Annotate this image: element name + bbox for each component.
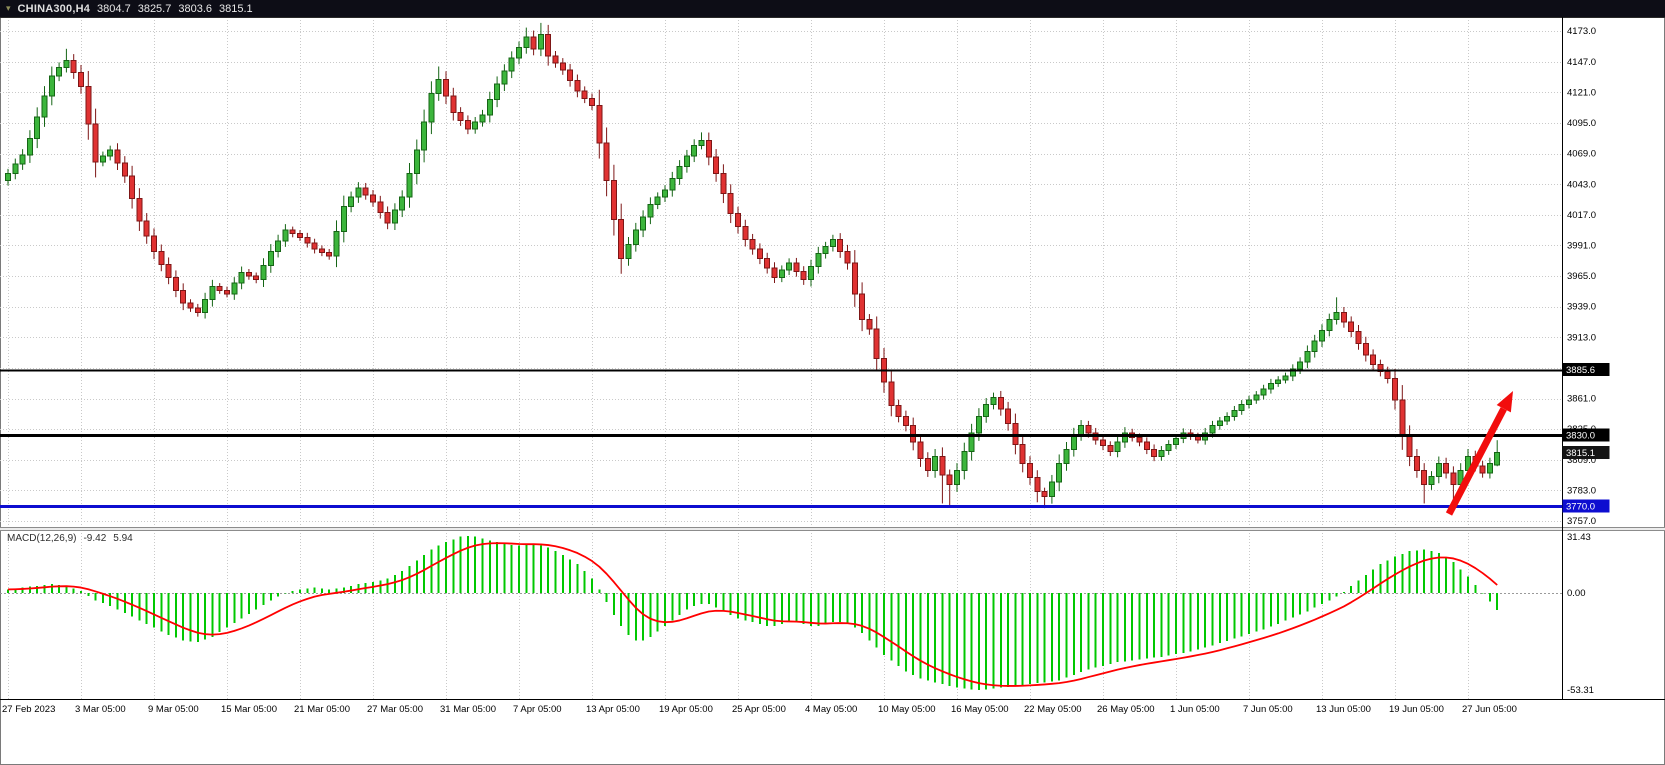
svg-text:27 Mar 05:00: 27 Mar 05:00 — [367, 704, 423, 715]
time-axis[interactable]: 27 Feb 2023 3 Mar 05:00 9 Mar 05:00 15 Mar … — [2, 704, 1517, 715]
svg-text:3830.0: 3830.0 — [1566, 431, 1595, 442]
chart-frame — [0, 17, 1665, 700]
bullish-arrow-annotation[interactable] — [1445, 391, 1513, 516]
svg-text:4173.0: 4173.0 — [1567, 26, 1596, 37]
horizontal-level-lines[interactable] — [0, 369, 1562, 508]
svg-text:26 May 05:00: 26 May 05:00 — [1097, 704, 1155, 715]
svg-text:19 Jun 05:00: 19 Jun 05:00 — [1389, 704, 1444, 715]
svg-text:4043.0: 4043.0 — [1567, 179, 1596, 190]
svg-text:16 May 05:00: 16 May 05:00 — [951, 704, 1009, 715]
ohlc-open-value: 3804.7 — [97, 2, 131, 15]
svg-text:4121.0: 4121.0 — [1567, 87, 1596, 98]
svg-text:4069.0: 4069.0 — [1567, 149, 1596, 160]
svg-text:7 Jun 05:00: 7 Jun 05:00 — [1243, 704, 1293, 715]
svg-text:3861.0: 3861.0 — [1567, 394, 1596, 405]
svg-text:9 Mar 05:00: 9 Mar 05:00 — [148, 704, 199, 715]
svg-text:3885.6: 3885.6 — [1566, 365, 1595, 376]
price-tags: 3885.6 3830.0 3770.0 3815.1 — [1562, 363, 1610, 513]
chart-title-bar[interactable]: ▾ CHINA300,H4 3804.7 3825.7 3803.6 3815.… — [0, 0, 1665, 17]
svg-text:19 Apr 05:00: 19 Apr 05:00 — [659, 704, 713, 715]
ohlc-low-value: 3803.6 — [178, 2, 213, 15]
ohlc-high-value: 3825.7 — [137, 2, 172, 15]
macd-main-value: -9.42 — [83, 533, 107, 544]
macd-pane[interactable] — [7, 535, 1499, 691]
ohlc-close-value: 3815.1 — [219, 2, 253, 15]
svg-text:3991.0: 3991.0 — [1567, 240, 1596, 251]
svg-text:-53.31: -53.31 — [1567, 685, 1594, 696]
svg-text:3783.0: 3783.0 — [1567, 485, 1596, 496]
svg-text:31.43: 31.43 — [1567, 532, 1591, 543]
svg-text:15 Mar 05:00: 15 Mar 05:00 — [221, 704, 277, 715]
svg-text:13 Jun 05:00: 13 Jun 05:00 — [1316, 704, 1371, 715]
svg-text:3757.0: 3757.0 — [1567, 516, 1596, 527]
svg-text:7 Apr 05:00: 7 Apr 05:00 — [513, 704, 562, 715]
svg-text:13 Apr 05:00: 13 Apr 05:00 — [586, 704, 640, 715]
svg-text:3770.0: 3770.0 — [1566, 501, 1595, 512]
chart-symbol-icon: ▾ — [6, 3, 11, 13]
svg-text:3 Mar 05:00: 3 Mar 05:00 — [75, 704, 126, 715]
svg-text:25 Apr 05:00: 25 Apr 05:00 — [732, 704, 786, 715]
svg-text:27 Feb 2023: 27 Feb 2023 — [2, 704, 55, 715]
svg-text:21 Mar 05:00: 21 Mar 05:00 — [294, 704, 350, 715]
svg-text:4147.0: 4147.0 — [1567, 57, 1596, 68]
macd-signal-value: 5.94 — [113, 533, 133, 544]
svg-text:0.00: 0.00 — [1567, 588, 1586, 599]
svg-text:31 Mar 05:00: 31 Mar 05:00 — [440, 704, 496, 715]
svg-text:3939.0: 3939.0 — [1567, 302, 1596, 313]
macd-indicator-label: MACD(12,26,9) -9.42 5.94 — [7, 533, 133, 544]
svg-text:3913.0: 3913.0 — [1567, 332, 1596, 343]
macd-name: MACD(12,26,9) — [7, 533, 77, 544]
svg-text:4017.0: 4017.0 — [1567, 210, 1596, 221]
svg-text:1 Jun 05:00: 1 Jun 05:00 — [1170, 704, 1220, 715]
symbol-period-label: CHINA300,H4 — [17, 2, 91, 15]
svg-text:3815.1: 3815.1 — [1566, 448, 1595, 459]
main-price-pane[interactable] — [5, 22, 1501, 509]
svg-text:3965.0: 3965.0 — [1567, 271, 1596, 282]
grid — [0, 17, 1562, 699]
svg-text:3809.0: 3809.0 — [1567, 455, 1596, 466]
svg-text:10 May 05:00: 10 May 05:00 — [878, 704, 936, 715]
svg-text:4 May 05:00: 4 May 05:00 — [805, 704, 857, 715]
svg-text:4095.0: 4095.0 — [1567, 118, 1596, 129]
svg-text:27 Jun 05:00: 27 Jun 05:00 — [1462, 704, 1517, 715]
svg-text:22 May 05:00: 22 May 05:00 — [1024, 704, 1082, 715]
macd-axis: 31.43 0.00 -53.31 — [1567, 532, 1594, 696]
